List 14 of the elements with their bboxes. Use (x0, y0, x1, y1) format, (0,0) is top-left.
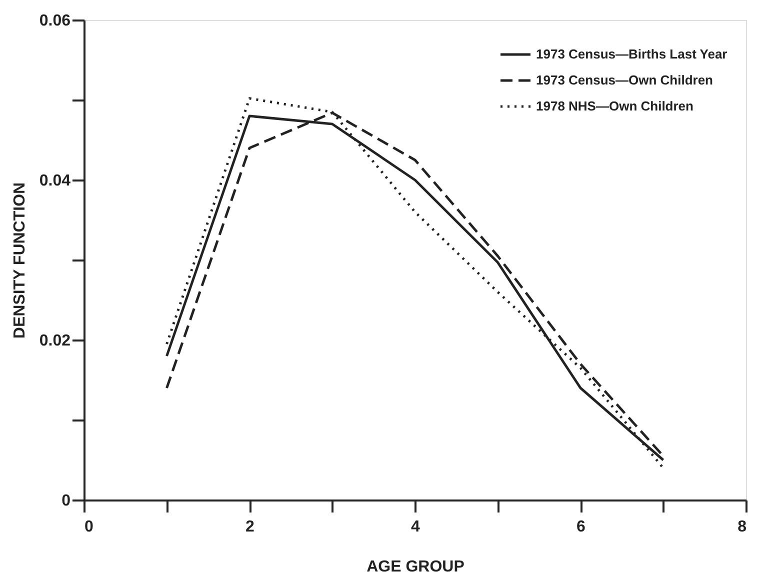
x-tick-label: 0 (84, 518, 94, 536)
y-tick-label: 0.02 (39, 332, 71, 350)
legend-label: 1978 NHS—Own Children (536, 98, 694, 114)
y-tick-label: 0 (62, 492, 71, 510)
y-tick-label: 0.06 (39, 12, 71, 30)
x-tick-label: 4 (411, 518, 420, 536)
x-tick-label: 8 (738, 518, 747, 536)
x-tick-label: 6 (576, 518, 586, 536)
x-axis-title: AGE GROUP (366, 558, 465, 576)
y-axis-title: DENSITY FUNCTION (11, 182, 28, 339)
x-tick-label: 2 (246, 518, 255, 536)
legend-label: 1973 Census—Births Last Year (536, 46, 728, 62)
y-tick-label: 0.04 (39, 172, 71, 190)
legend-label: 1973 Census—Own Children (536, 72, 714, 88)
